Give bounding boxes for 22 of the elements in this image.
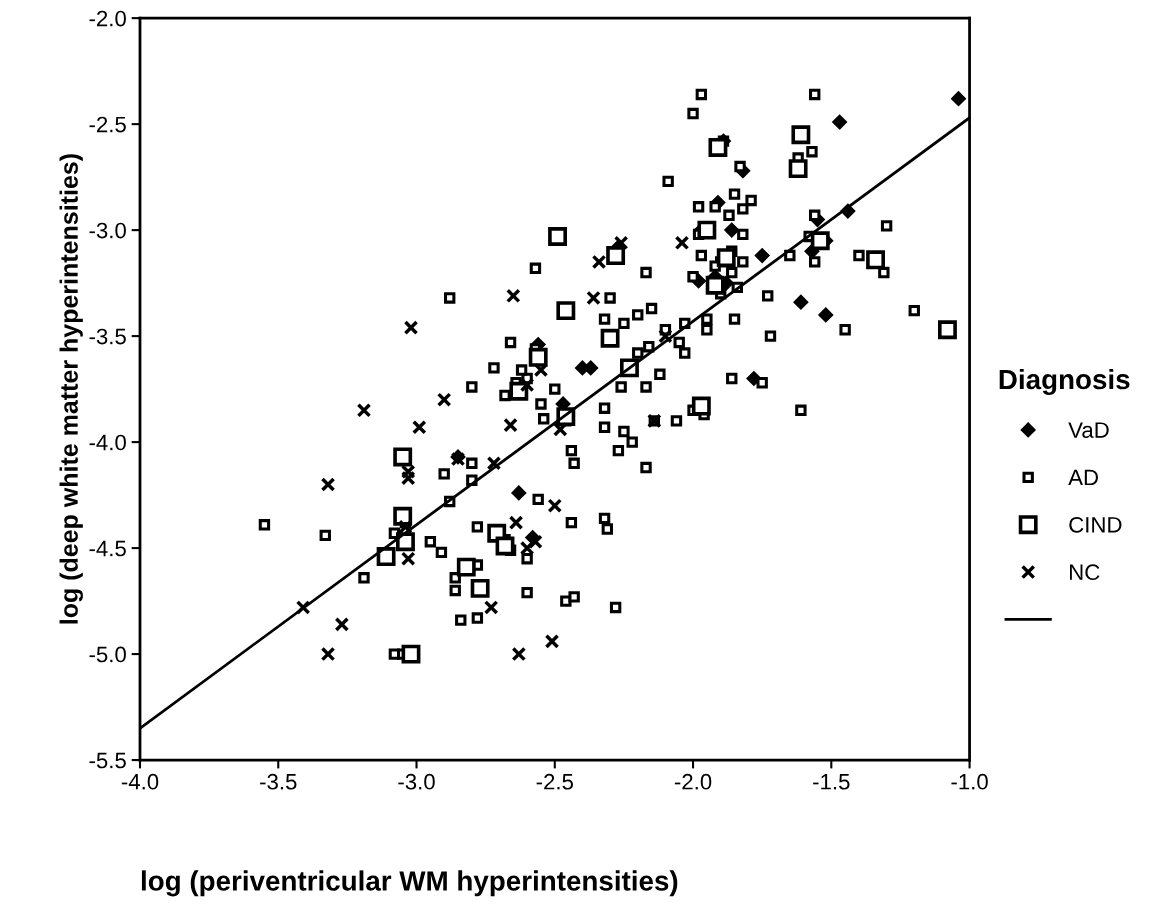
y-tick-label: -2.5 <box>89 116 126 133</box>
legend-label: NC <box>1070 564 1100 581</box>
x-tick-label: -1.0 <box>951 773 988 790</box>
y-tick-label: -3.5 <box>89 328 126 345</box>
x-tick-label: -3.5 <box>260 773 297 790</box>
x-tick-label: -2.5 <box>536 773 573 790</box>
legend-label: VaD <box>1068 422 1109 438</box>
x-axis-title: log (periventricular WM hyperintensities) <box>141 870 678 897</box>
legend-label: CIND <box>1069 516 1122 533</box>
x-tick-label: -3.0 <box>398 773 435 790</box>
x-tick-label: -4.0 <box>121 773 159 790</box>
y-tick-label: -2.0 <box>89 10 126 27</box>
y-tick-label: -3.0 <box>89 222 126 239</box>
legend-title: Diagnosis <box>999 368 1130 395</box>
y-tick-label: -5.0 <box>89 646 126 663</box>
x-tick-label: -2.0 <box>674 773 712 790</box>
legend-label: AD <box>1068 469 1098 486</box>
y-tick-label: -4.5 <box>89 540 126 557</box>
y-axis-title: log (deep white matter hyperintensities) <box>59 154 83 624</box>
x-tick-label: -1.5 <box>813 774 850 790</box>
y-tick-label: -4.0 <box>89 434 126 451</box>
y-tick-label: -5.5 <box>89 752 126 769</box>
